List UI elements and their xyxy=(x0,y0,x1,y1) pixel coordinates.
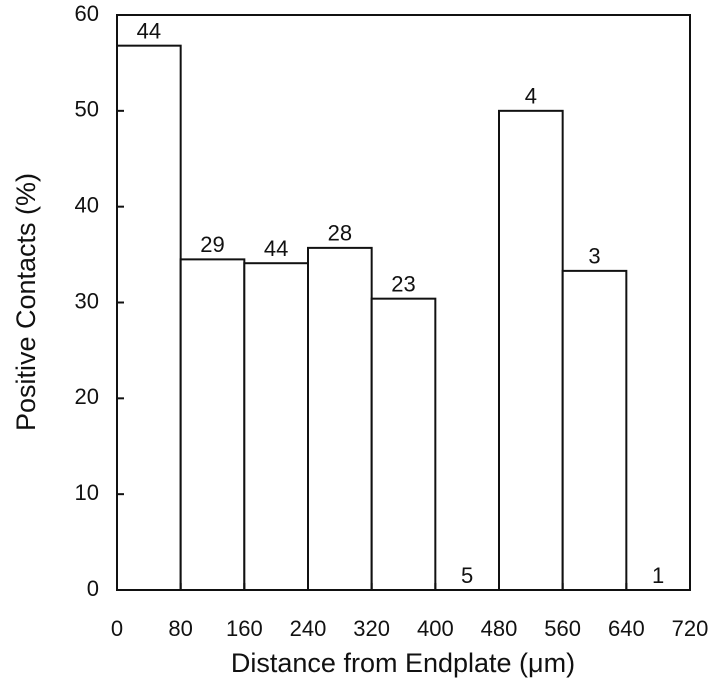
y-tick-label: 20 xyxy=(75,384,99,409)
y-axis-label: Positive Contacts (%) xyxy=(11,173,41,431)
n-label: 44 xyxy=(264,236,288,261)
n-label: 3 xyxy=(588,244,600,269)
bar xyxy=(179,258,246,591)
n-label: 28 xyxy=(328,221,352,246)
x-tick-label: 80 xyxy=(168,616,192,641)
n-label: 23 xyxy=(391,271,415,296)
y-tick-label: 10 xyxy=(75,480,99,505)
x-tick-label: 160 xyxy=(226,616,263,641)
y-tick-label: 0 xyxy=(87,576,99,601)
x-tick-label: 640 xyxy=(608,616,645,641)
y-tick-label: 50 xyxy=(75,97,99,122)
y-tick-label: 60 xyxy=(75,1,99,26)
x-tick-label: 480 xyxy=(481,616,518,641)
bar xyxy=(116,44,182,591)
n-label: 29 xyxy=(200,232,224,257)
x-tick-label: 720 xyxy=(672,616,709,641)
n-label: 4 xyxy=(525,84,537,109)
x-axis-label: Distance from Endplate (μm) xyxy=(231,648,575,678)
x-tick-label: 320 xyxy=(353,616,390,641)
bar xyxy=(243,262,309,591)
bar xyxy=(498,109,564,591)
n-label: 44 xyxy=(137,18,161,43)
n-label: 5 xyxy=(461,563,473,588)
x-tick-label: 0 xyxy=(111,616,123,641)
y-tick-label: 40 xyxy=(75,192,99,217)
bar xyxy=(370,297,437,591)
x-tick-label: 400 xyxy=(417,616,454,641)
bar xyxy=(307,246,373,591)
x-tick-label: 240 xyxy=(290,616,327,641)
x-tick-label: 560 xyxy=(544,616,581,641)
y-tick-label: 30 xyxy=(75,288,99,313)
n-label: 1 xyxy=(652,563,664,588)
bar xyxy=(561,269,628,591)
